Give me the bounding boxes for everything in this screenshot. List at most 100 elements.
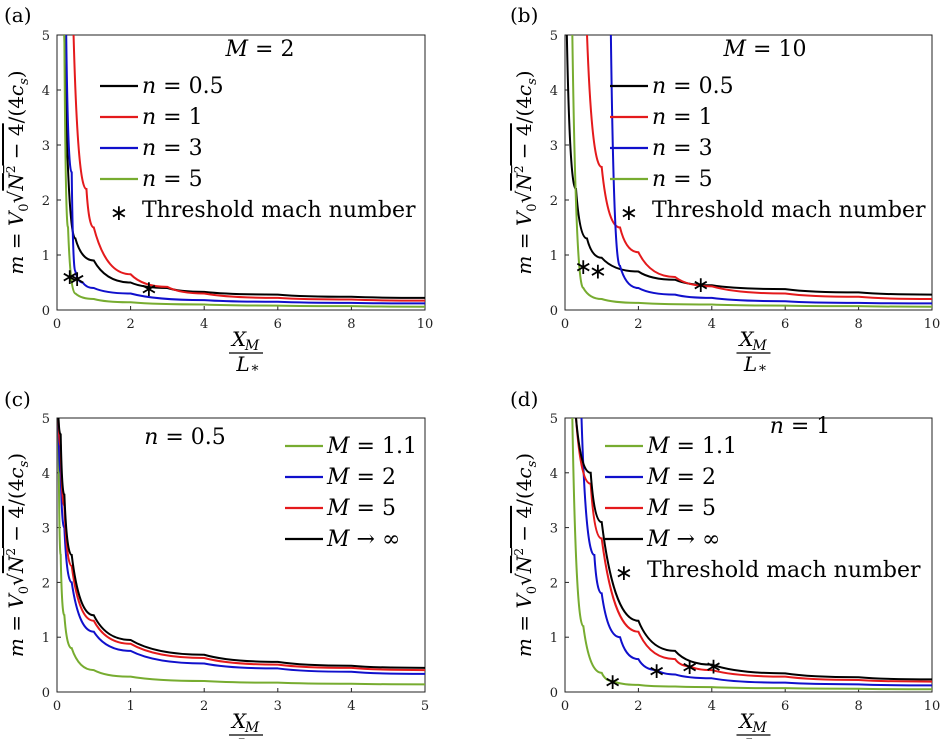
legend-entry: n = 5 — [652, 167, 713, 192]
threshold-marker: ∗ — [692, 273, 710, 298]
svg-text:L: L — [235, 734, 249, 739]
y-tick-label: 3 — [42, 139, 50, 154]
plot-area — [56, 34, 426, 311]
legend-entry: M → ∞ — [326, 527, 400, 552]
series-line-4 — [575, 418, 932, 681]
y-axis-label: m = V0√N2 − 4/(4cs) — [4, 453, 32, 657]
x-tick-label: 6 — [781, 317, 789, 332]
series-line-4 — [571, 35, 932, 308]
legend-entry: n = 0.5 — [652, 74, 734, 99]
x-tick-label: 1 — [126, 699, 134, 714]
series-line-3 — [609, 35, 932, 305]
series-line-2 — [580, 418, 932, 687]
x-tick-label: 6 — [274, 317, 282, 332]
legend-entry: M = 2 — [326, 465, 396, 490]
y-tick-label: 2 — [550, 576, 558, 591]
y-tick-label: 2 — [550, 194, 558, 209]
chart-panel-3: 0 1 2 3 4 5 0 1 2 3 4 5 (c) XML* m = V0√N2 − 4/(4cs) n … — [4, 387, 429, 739]
series-line-1 — [63, 35, 425, 299]
threshold-marker: ∗ — [704, 655, 722, 680]
x-tick-label: 6 — [781, 699, 789, 714]
legend-entry: Threshold mach number — [142, 198, 416, 223]
svg-text:m = V0√N2 − 4/(4cs): m = V0√N2 − 4/(4cs) — [512, 453, 540, 657]
y-tick-label: 4 — [42, 84, 50, 99]
legend-entry: n = 3 — [142, 136, 203, 161]
series-line-1 — [571, 418, 932, 691]
x-tick-label: 0 — [561, 317, 569, 332]
x-axis-label: XML* — [736, 327, 771, 379]
legend-entry: n = 1 — [142, 105, 203, 130]
x-axis-label: XML* — [229, 709, 263, 739]
legend-threshold-swatch: ∗ — [615, 561, 633, 586]
y-tick-label: 2 — [42, 576, 50, 591]
series-line-2 — [57, 418, 425, 675]
threshold-marker: ∗ — [648, 659, 666, 684]
svg-text:X: X — [230, 709, 247, 733]
x-tick-label: 8 — [854, 699, 862, 714]
y-tick-label: 5 — [550, 29, 558, 44]
legend: M = 1.1 M = 2 M = 5 M → ∞ — [285, 434, 417, 552]
y-tick-label: 1 — [42, 249, 50, 264]
y-tick-label: 1 — [550, 631, 558, 646]
plot-area — [564, 417, 933, 693]
legend-entry: n = 1 — [652, 105, 713, 130]
series-line-3 — [65, 35, 425, 305]
chart-panel-2: 0 2 4 6 8 10 0 1 2 3 4 5 (b) XML * m = V0√N2 − 4/(4cs) ∗… — [510, 3, 940, 379]
y-axis-label: m = V0√N2 − 4/(4cs) — [512, 453, 540, 657]
x-tick-label: 4 — [708, 699, 716, 714]
svg-text:M: M — [751, 338, 767, 354]
y-tick-label: 2 — [42, 194, 50, 209]
svg-text:X: X — [230, 327, 247, 351]
x-tick-label: 4 — [200, 317, 208, 332]
plot-area — [56, 417, 426, 693]
y-tick-label: 5 — [550, 412, 558, 427]
legend: n = 0.5 n = 1 n = 3 n = 5 ∗ Threshold mach nu… — [610, 74, 926, 226]
x-axis-label: XML* — [736, 709, 771, 739]
threshold-marker: ∗ — [589, 259, 607, 284]
x-tick-label: 10 — [417, 317, 434, 332]
threshold-marker: ∗ — [681, 655, 699, 680]
series-line-3 — [57, 418, 425, 672]
series-line-2 — [72, 35, 425, 302]
y-tick-label: 3 — [42, 522, 50, 537]
svg-text:m = V0√N2 − 4/(4cs): m = V0√N2 − 4/(4cs) — [512, 70, 540, 274]
panel-annotation: M = 10 — [723, 37, 807, 62]
legend-entry: M = 1.1 — [646, 434, 737, 459]
x-axis-label: XML* — [229, 327, 263, 379]
legend-threshold-swatch: ∗ — [620, 201, 638, 226]
y-tick-label: 3 — [550, 139, 558, 154]
x-tick-label: 8 — [347, 317, 355, 332]
legend-entry: Threshold mach number — [652, 198, 926, 223]
svg-text:X: X — [737, 709, 754, 733]
panel-annotation: n = 0.5 — [144, 425, 226, 450]
y-axis-label: m = V0√N2 − 4/(4cs) — [512, 70, 540, 274]
svg-text:*: * — [759, 363, 766, 379]
legend-entry: Threshold mach number — [647, 558, 921, 583]
series-line-2 — [586, 35, 932, 300]
y-tick-label: 1 — [42, 631, 50, 646]
legend-threshold-swatch: ∗ — [110, 201, 128, 226]
y-tick-label: 0 — [42, 686, 50, 701]
legend-entry: M = 5 — [326, 496, 396, 521]
y-axis-label: m = V0√N2 − 4/(4cs) — [4, 70, 32, 274]
legend-entry: n = 0.5 — [142, 74, 224, 99]
x-tick-label: 2 — [126, 317, 134, 332]
threshold-marker: ∗ — [68, 267, 86, 292]
legend: M = 1.1 M = 2 M = 5 M → ∞ ∗ Threshold mach nu… — [605, 434, 921, 586]
x-tick-label: 2 — [200, 699, 208, 714]
y-tick-label: 1 — [550, 249, 558, 264]
series-line-1 — [57, 418, 425, 686]
panel-label: (b) — [510, 3, 538, 27]
x-tick-label: 0 — [561, 699, 569, 714]
svg-text:M: M — [751, 720, 767, 736]
series-line-1 — [565, 35, 932, 296]
legend-entry: M = 5 — [646, 496, 716, 521]
svg-text:M: M — [244, 338, 260, 354]
svg-text:m = V0√N2 − 4/(4cs): m = V0√N2 − 4/(4cs) — [4, 453, 32, 657]
y-tick-label: 5 — [42, 29, 50, 44]
svg-text:L: L — [235, 352, 249, 376]
svg-text:*: * — [252, 363, 259, 379]
y-tick-label: 4 — [42, 467, 50, 482]
x-tick-label: 0 — [53, 317, 61, 332]
